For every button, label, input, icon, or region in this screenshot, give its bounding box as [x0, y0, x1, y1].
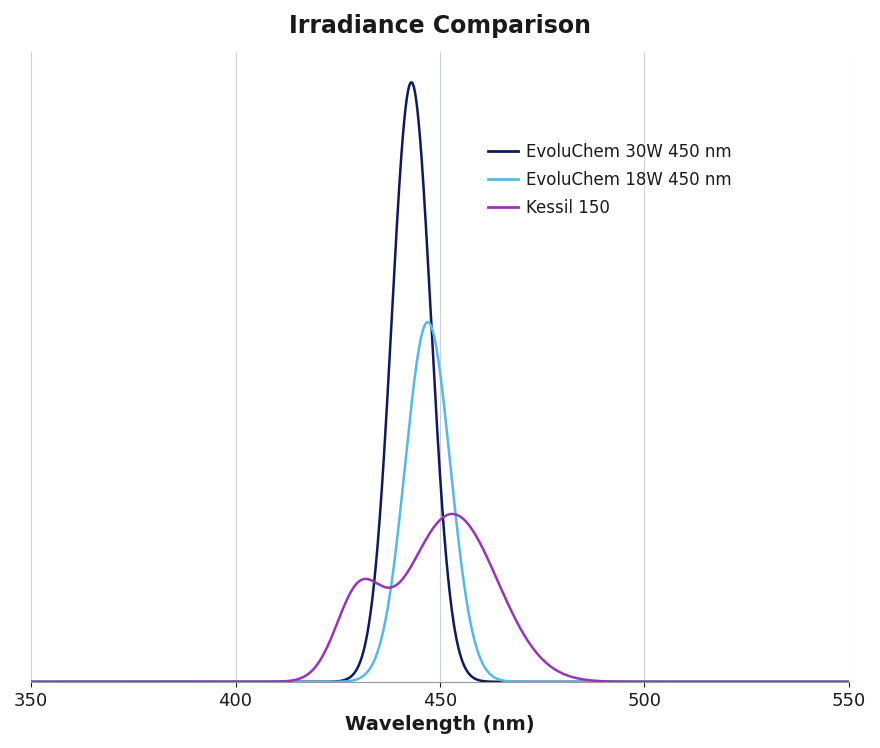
Title: Irradiance Comparison: Irradiance Comparison: [289, 14, 591, 38]
EvoluChem 18W 450 nm: [414, 340, 425, 349]
Kessil 150: [778, 678, 788, 687]
Kessil 150: [26, 678, 36, 687]
EvoluChem 18W 450 nm: [778, 678, 788, 687]
EvoluChem 30W 450 nm: [370, 573, 380, 582]
Kessil 150: [844, 678, 854, 687]
Legend: EvoluChem 30W 450 nm, EvoluChem 18W 450 nm, Kessil 150: EvoluChem 30W 450 nm, EvoluChem 18W 450 …: [481, 136, 738, 224]
Kessil 150: [376, 581, 386, 590]
Kessil 150: [620, 677, 631, 686]
Line: EvoluChem 30W 450 nm: EvoluChem 30W 450 nm: [31, 82, 849, 682]
EvoluChem 18W 450 nm: [818, 678, 829, 687]
EvoluChem 30W 450 nm: [818, 678, 829, 687]
EvoluChem 30W 450 nm: [26, 678, 36, 687]
EvoluChem 30W 450 nm: [376, 494, 386, 503]
Line: EvoluChem 18W 450 nm: EvoluChem 18W 450 nm: [31, 322, 849, 682]
Kessil 150: [818, 678, 829, 687]
EvoluChem 30W 450 nm: [407, 78, 417, 87]
Kessil 150: [447, 509, 458, 518]
EvoluChem 30W 450 nm: [620, 678, 631, 687]
EvoluChem 18W 450 nm: [370, 655, 380, 664]
Kessil 150: [370, 577, 380, 586]
EvoluChem 18W 450 nm: [26, 678, 36, 687]
EvoluChem 30W 450 nm: [844, 678, 854, 687]
EvoluChem 30W 450 nm: [778, 678, 788, 687]
Kessil 150: [414, 546, 425, 555]
EvoluChem 18W 450 nm: [620, 678, 631, 687]
EvoluChem 18W 450 nm: [844, 678, 854, 687]
EvoluChem 18W 450 nm: [422, 318, 433, 327]
Line: Kessil 150: Kessil 150: [31, 514, 849, 682]
X-axis label: Wavelength (nm): Wavelength (nm): [345, 715, 535, 734]
EvoluChem 18W 450 nm: [376, 635, 386, 644]
EvoluChem 30W 450 nm: [414, 131, 425, 140]
